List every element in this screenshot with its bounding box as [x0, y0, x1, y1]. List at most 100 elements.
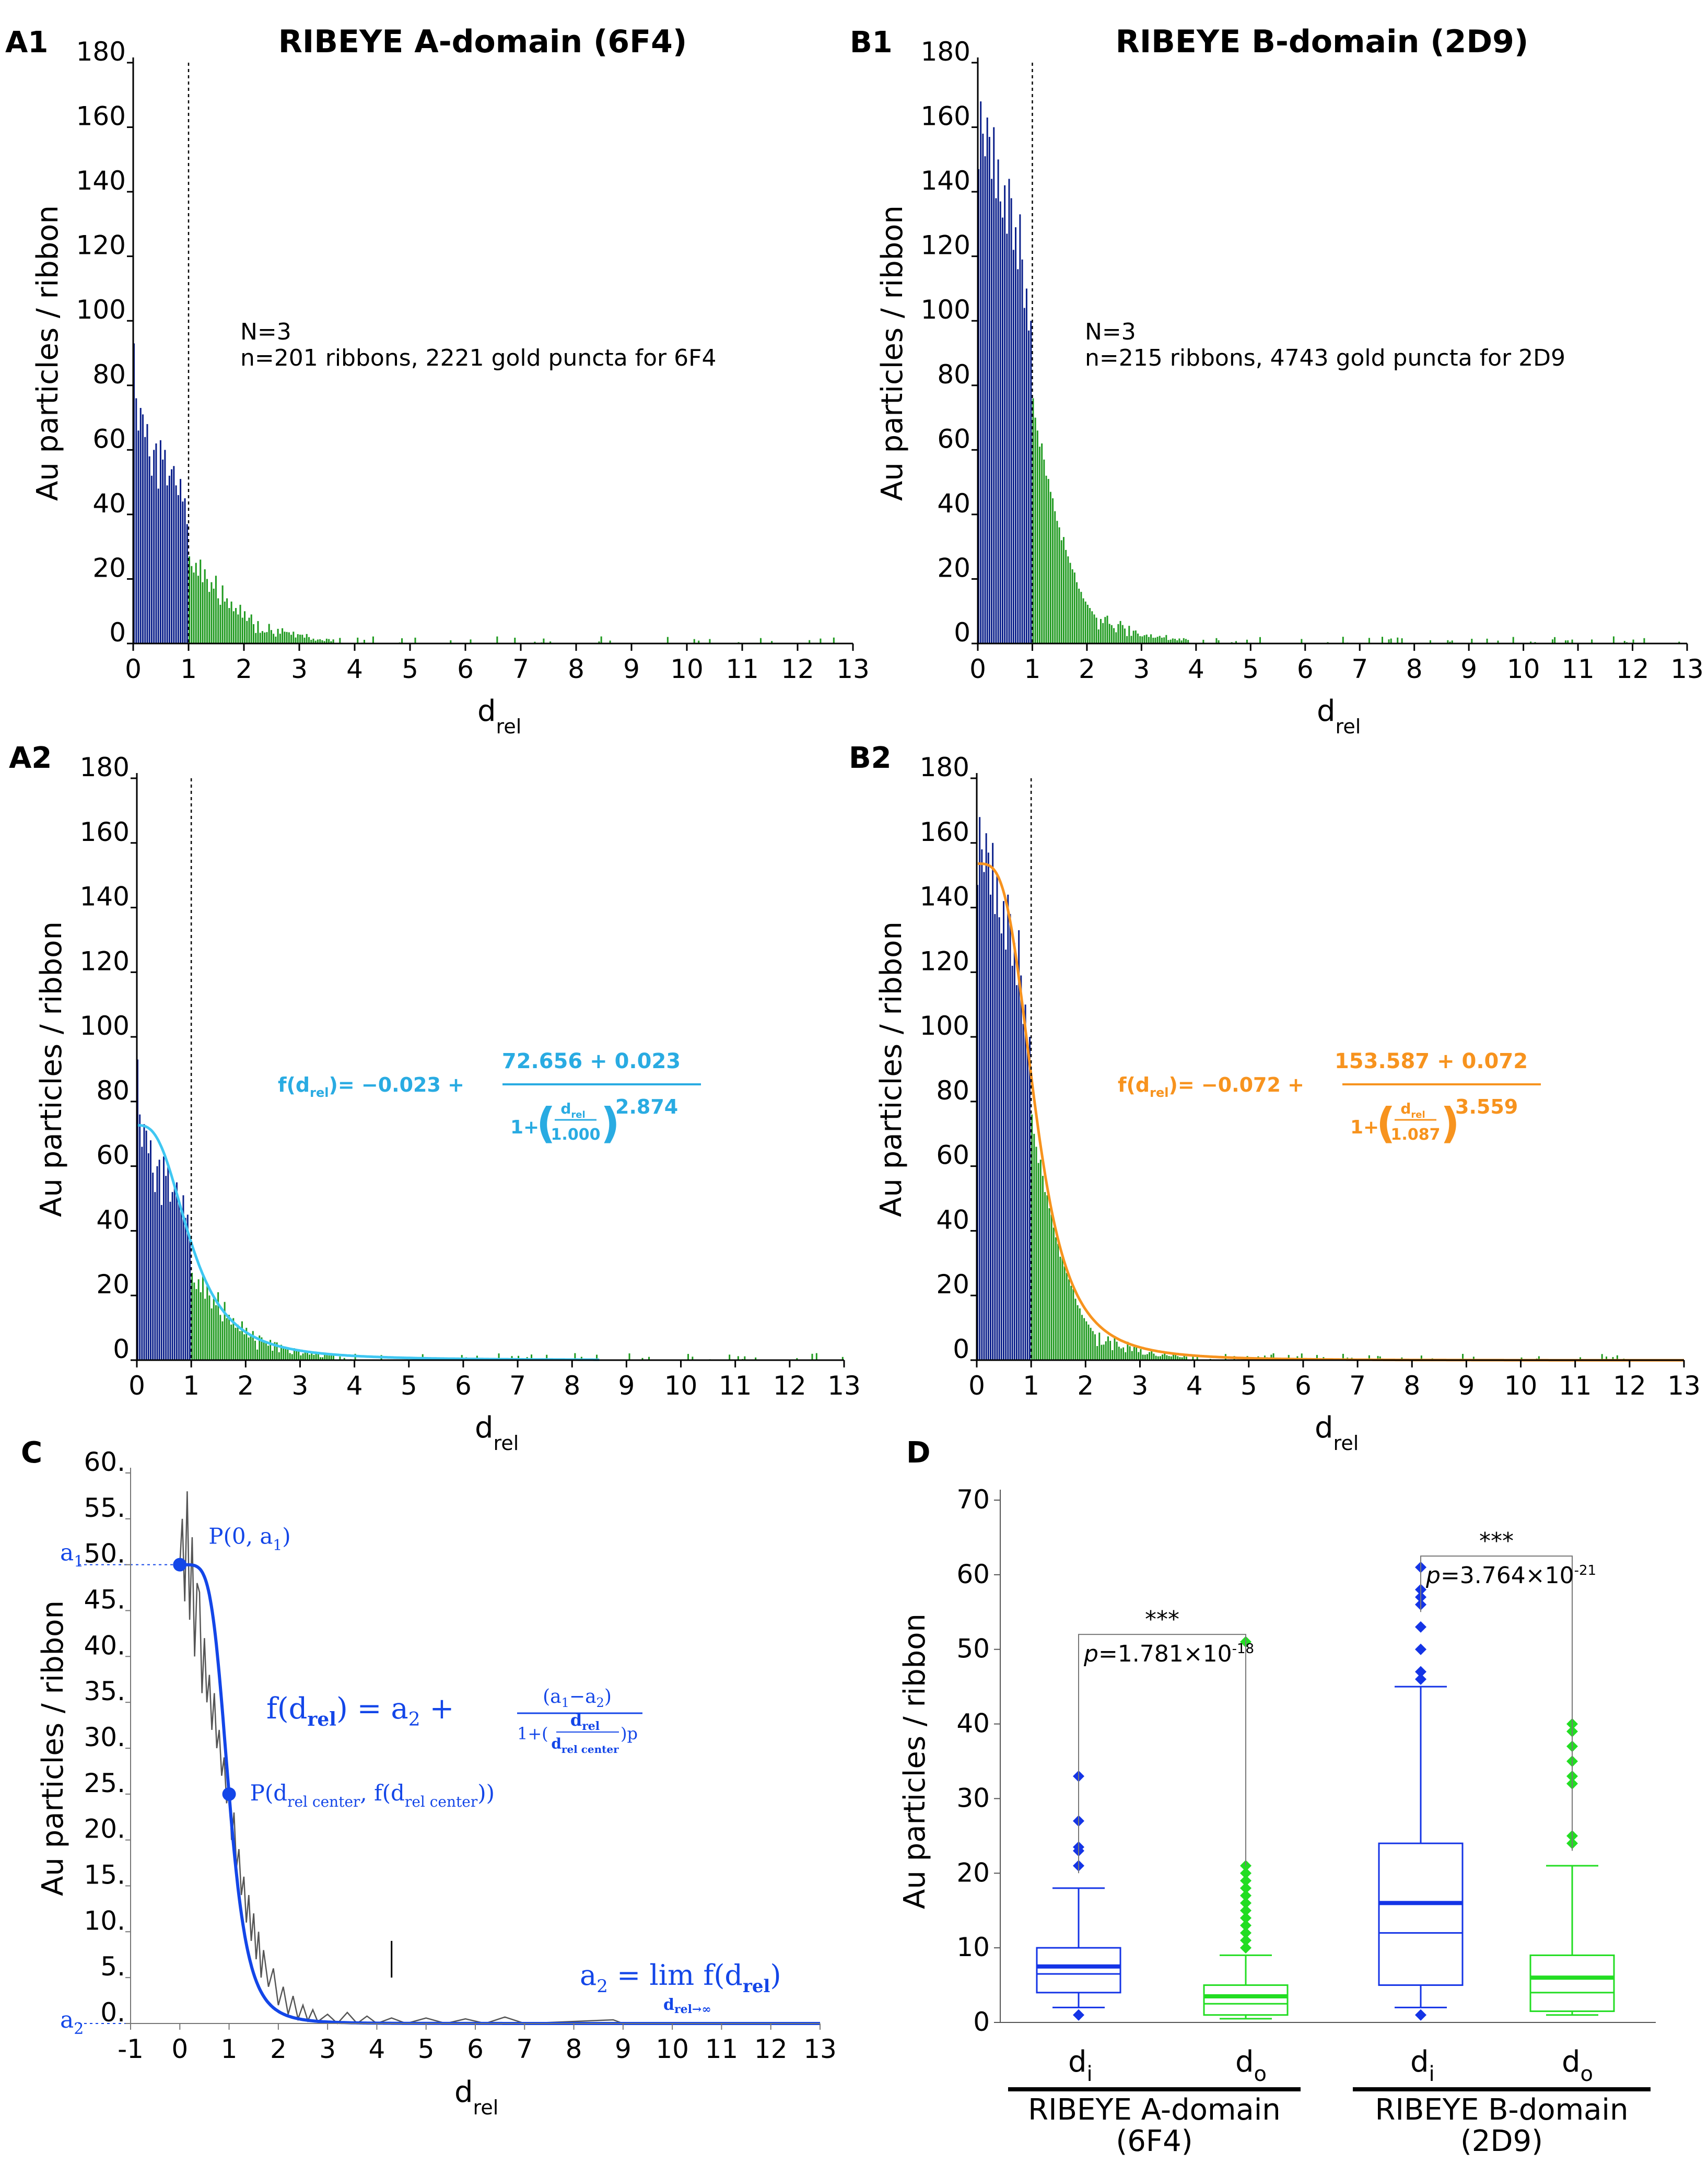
outer-bar: [1086, 604, 1089, 644]
inner-bar: [1011, 965, 1013, 1360]
y-tick-label: 180: [920, 752, 969, 782]
panel-label: B2: [849, 741, 892, 775]
outer-bar: [215, 576, 217, 644]
formula-inner-d: d: [1400, 1100, 1411, 1117]
outer-bar: [1046, 1195, 1048, 1360]
outer-bar: [239, 604, 241, 644]
outer-bar: [1104, 617, 1106, 644]
outer-bar: [1038, 447, 1040, 644]
outer-bar: [1169, 639, 1172, 644]
outer-bar: [326, 1354, 328, 1360]
outer-bar: [1032, 398, 1034, 644]
gf-den-d: d: [570, 1710, 582, 1730]
significance-bracket: [1078, 1634, 1246, 1874]
y-tick-label: 180: [76, 37, 126, 67]
outlier-point: [1415, 1666, 1426, 1678]
outer-bar: [549, 641, 552, 644]
y-tick-label: 40.: [84, 1630, 125, 1660]
y-tick-label: 120: [920, 946, 969, 976]
outer-bar: [1497, 640, 1499, 644]
category-label: di: [1068, 2045, 1093, 2086]
outer-bar: [1070, 1285, 1072, 1360]
outer-bar: [193, 1282, 195, 1360]
y-tick-label: 140: [76, 166, 126, 196]
outer-bar: [314, 640, 317, 644]
p-text: =3.764×10: [1441, 1562, 1574, 1589]
outer-bar: [232, 611, 235, 644]
x-tick-label: 2: [1079, 654, 1095, 684]
outer-bar: [1397, 637, 1399, 644]
x-tick-label: 11: [726, 654, 759, 684]
outer-bar: [1143, 635, 1145, 644]
y-tick-label: 120: [76, 230, 126, 261]
y-tick-label: 120: [80, 946, 130, 976]
category-label-sub: i: [1429, 2062, 1435, 2086]
outer-bar: [1192, 1356, 1194, 1360]
annotation-ribbons: n=201 ribbons, 2221 gold puncta for 6F4: [240, 345, 716, 371]
outlier-point: [1240, 1897, 1251, 1909]
outer-bar: [272, 1350, 274, 1360]
y-tick-label: 50.: [84, 1539, 125, 1569]
group-sub-label: (2D9): [1460, 2124, 1543, 2158]
outer-bar: [328, 1355, 330, 1360]
outer-bar: [304, 1350, 306, 1360]
outlier-point: [1240, 1912, 1251, 1924]
inner-bar: [146, 424, 148, 644]
inner-bar: [1012, 250, 1014, 644]
outer-bar: [217, 598, 219, 644]
outer-bar: [295, 637, 297, 644]
outer-bar: [1122, 1347, 1125, 1360]
inner-bar: [149, 1140, 151, 1360]
outer-bar: [257, 621, 259, 644]
outer-bar: [687, 1354, 689, 1360]
outer-bar: [1178, 638, 1180, 644]
outlier-point: [1073, 2009, 1084, 2021]
inner-bar: [159, 440, 161, 644]
outer-bar: [1512, 637, 1514, 644]
outer-bar: [596, 1354, 598, 1360]
pc-label-main: P(d: [250, 1780, 288, 1806]
x-tick-label: 2: [237, 1371, 254, 1401]
x-tick-label: 6: [1297, 654, 1314, 684]
panel-label: A1: [5, 26, 48, 60]
inner-bar: [178, 1201, 180, 1360]
inner-bar: [986, 118, 988, 644]
box-a-inner: [1036, 1770, 1121, 2021]
y-tick-label: 60: [92, 424, 126, 454]
pc-label-end: )): [477, 1780, 495, 1806]
inner-bar: [182, 1195, 184, 1360]
outer-bar: [1538, 1356, 1540, 1360]
outer-bar: [1181, 1357, 1183, 1360]
outer-bar: [1031, 1114, 1033, 1360]
formula-exponent: 3.559: [1455, 1095, 1518, 1118]
outer-bar: [245, 1328, 248, 1360]
box-a-outer: [1203, 1636, 1289, 2020]
panel-label: B1: [850, 26, 893, 60]
y-tick-label: 60: [956, 1559, 990, 1589]
outer-bar: [1183, 1354, 1185, 1360]
outer-bar: [1065, 549, 1067, 644]
x-tick-label: 12: [1616, 654, 1649, 684]
outer-bar: [737, 1356, 739, 1360]
outer-bar: [1116, 1341, 1118, 1360]
outer-bar: [239, 1331, 241, 1360]
outer-bar: [303, 637, 306, 644]
outer-bar: [202, 582, 204, 644]
a2-label: a2: [60, 2007, 84, 2038]
x-tick-label: 13: [1670, 654, 1704, 684]
outer-bar: [1114, 1338, 1116, 1360]
outer-bar: [215, 1305, 217, 1360]
x-tick-label: 9: [623, 654, 640, 684]
outer-bar: [1202, 639, 1204, 644]
outer-bar: [197, 576, 199, 644]
outer-bar: [297, 634, 299, 644]
y-tick-label: 40: [937, 488, 970, 519]
inner-bar: [184, 498, 186, 644]
outlier-point: [1240, 1867, 1251, 1879]
x-axis-label: drel: [1315, 1411, 1359, 1455]
limit-formula-lhs: a2 = lim f(drel): [580, 1959, 781, 1997]
outer-bar: [1036, 430, 1038, 644]
inner-bar: [1015, 985, 1017, 1360]
outer-bar: [820, 638, 822, 644]
outer-bar: [1120, 1348, 1122, 1360]
